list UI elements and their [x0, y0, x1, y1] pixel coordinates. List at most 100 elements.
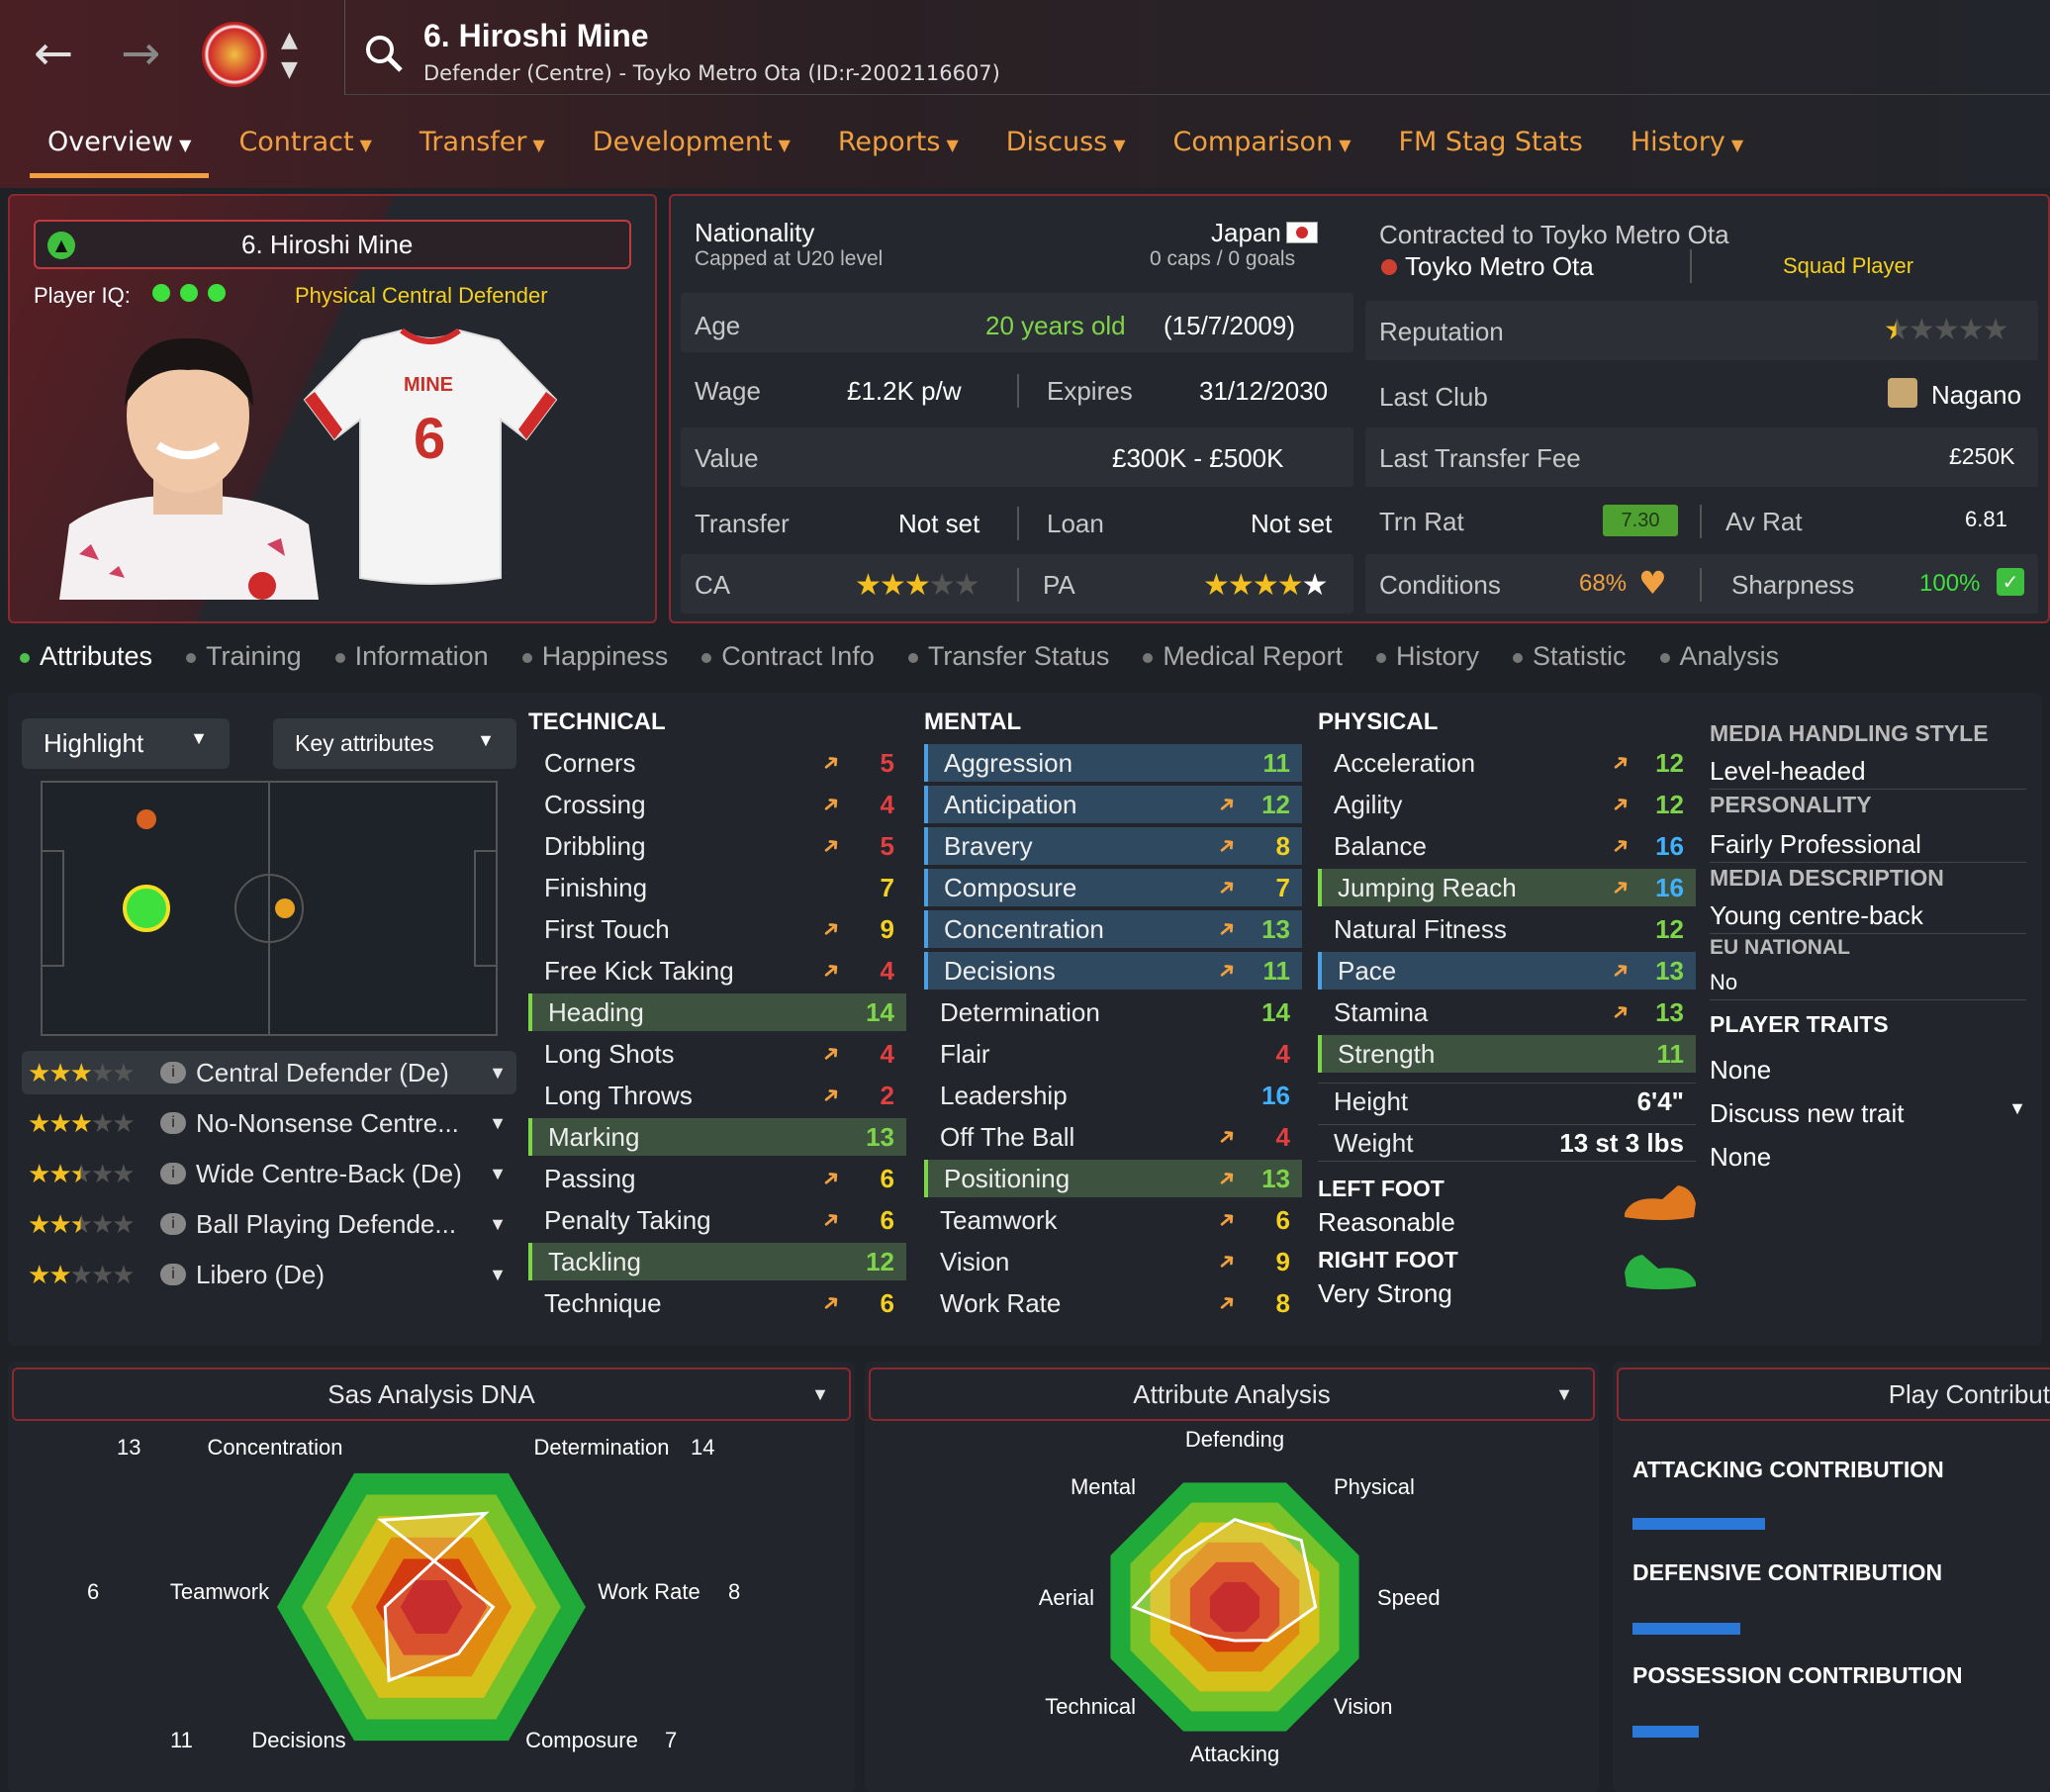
star-empty-icon: ★: [90, 1158, 114, 1188]
attribute-row[interactable]: Corners ➜ 5: [528, 744, 906, 782]
attribute-row[interactable]: Off The Ball ➜ 4: [924, 1118, 1302, 1156]
attribute-name: Jumping Reach: [1338, 872, 1517, 902]
attribute-row[interactable]: Aggression 11: [924, 744, 1302, 782]
attribute-row[interactable]: Tackling 12: [528, 1243, 906, 1280]
divider: [1700, 568, 1702, 602]
info-icon[interactable]: i: [160, 1112, 186, 1134]
last-club-value[interactable]: Nagano: [1931, 380, 2022, 410]
attribute-row[interactable]: Long Shots ➜ 4: [528, 1035, 906, 1073]
dna-radar-chart: 13 Concentration Determination 14 6 Teamwork W…: [87, 1435, 740, 1752]
media-style-label: MEDIA HANDLING STYLE: [1710, 720, 1989, 746]
attribute-row[interactable]: Heading 14: [528, 993, 906, 1031]
contribution-panel-dropdown[interactable]: Play Contribut: [1617, 1368, 2050, 1421]
back-arrow-icon[interactable]: ←: [34, 26, 74, 81]
info-icon[interactable]: i: [160, 1213, 186, 1235]
attribute-name: Balance: [1334, 830, 1427, 861]
chevron-down-icon[interactable]: ▼: [489, 1112, 507, 1133]
tab-discuss[interactable]: Discuss ▼: [1005, 127, 1126, 157]
trend-arrow-icon: ➜: [1211, 1246, 1242, 1277]
position-pitch: [41, 781, 498, 1036]
dna-label-decisions: Decisions: [251, 1728, 345, 1752]
chevron-down-icon[interactable]: ▼: [489, 1213, 507, 1234]
radar-data-polygon: [377, 1511, 496, 1683]
attribute-row[interactable]: Jumping Reach ➜ 16: [1318, 869, 1696, 906]
tab-comparison[interactable]: Comparison ▼: [1172, 127, 1351, 157]
attribute-row[interactable]: Stamina ➜ 13: [1318, 993, 1696, 1031]
chevron-down-icon[interactable]: ▼: [489, 1264, 507, 1284]
pa-label: PA: [1043, 570, 1075, 600]
subtab-attributes[interactable]: Attributes: [20, 641, 152, 672]
tab-history[interactable]: History ▼: [1630, 127, 1744, 157]
attribute-row[interactable]: Flair 4: [924, 1035, 1302, 1073]
attribute-row[interactable]: Free Kick Taking ➜ 4: [528, 952, 906, 990]
tab-reports[interactable]: Reports ▼: [837, 127, 959, 157]
subtab-training[interactable]: Training: [186, 641, 302, 672]
attribute-row[interactable]: Acceleration ➜ 12: [1318, 744, 1696, 782]
forward-arrow-icon[interactable]: →: [121, 26, 161, 81]
subtab-happiness[interactable]: Happiness: [521, 641, 668, 672]
info-icon[interactable]: i: [160, 1163, 186, 1184]
subtab-medical-report[interactable]: Medical Report: [1143, 641, 1343, 672]
attribute-row[interactable]: First Touch ➜ 9: [528, 910, 906, 948]
attribute-row[interactable]: Long Throws ➜ 2: [528, 1077, 906, 1114]
attribute-row[interactable]: Anticipation ➜ 12: [924, 786, 1302, 823]
attribute-row[interactable]: Marking 13: [528, 1118, 906, 1156]
tab-transfer[interactable]: Transfer ▼: [419, 127, 545, 157]
highlight-dropdown[interactable]: Highlight ▼: [22, 718, 230, 769]
info-icon[interactable]: i: [160, 1264, 186, 1285]
attribute-row[interactable]: Technique ➜ 6: [528, 1284, 906, 1322]
attribute-row[interactable]: Finishing 7: [528, 869, 906, 906]
attribute-row[interactable]: Dribbling ➜ 5: [528, 827, 906, 865]
subtab-statistic[interactable]: Statistic: [1513, 641, 1627, 672]
attribute-row[interactable]: Balance ➜ 16: [1318, 827, 1696, 865]
attribute-row[interactable]: Leadership 16: [924, 1077, 1302, 1114]
subtab-analysis[interactable]: Analysis: [1659, 641, 1779, 672]
role-row[interactable]: ★★★★★ i Wide Centre-Back (De) ▼: [22, 1152, 516, 1195]
chevron-down-icon[interactable]: ▼: [489, 1062, 507, 1083]
chevron-down-icon[interactable]: ▼: [489, 1163, 507, 1183]
search-icon[interactable]: [364, 34, 404, 73]
role-row[interactable]: ★★★★★ i Ball Playing Defende... ▼: [22, 1202, 516, 1246]
attribute-row[interactable]: Strength 11: [1318, 1035, 1696, 1073]
attribute-row[interactable]: Decisions ➜ 11: [924, 952, 1302, 990]
subtab-transfer-status[interactable]: Transfer Status: [907, 641, 1109, 672]
discuss-trait-dropdown[interactable]: Discuss new trait ▼: [1710, 1098, 2026, 1128]
attribute-row[interactable]: Natural Fitness 12: [1318, 910, 1696, 948]
attribute-value: 13: [1655, 996, 1684, 1027]
tab-overview[interactable]: Overview ▼: [30, 127, 210, 178]
attribute-row[interactable]: Concentration ➜ 13: [924, 910, 1302, 948]
attribute-row[interactable]: Pace ➜ 13: [1318, 952, 1696, 990]
club-name[interactable]: Toyko Metro Ota: [1405, 251, 1594, 281]
star-full-icon: ★: [48, 1208, 71, 1239]
attribute-row[interactable]: Bravery ➜ 8: [924, 827, 1302, 865]
info-icon[interactable]: i: [160, 1062, 186, 1084]
attribute-row[interactable]: Crossing ➜ 4: [528, 786, 906, 823]
transfer-label: Transfer: [695, 509, 790, 538]
attribute-row[interactable]: Agility ➜ 12: [1318, 786, 1696, 823]
attribute-row[interactable]: Penalty Taking ➜ 6: [528, 1201, 906, 1239]
club-badge-icon[interactable]: [202, 22, 267, 87]
subtab-history[interactable]: History: [1376, 641, 1479, 672]
attribute-row[interactable]: Work Rate ➜ 8: [924, 1284, 1302, 1322]
attribute-row[interactable]: Determination 14: [924, 993, 1302, 1031]
tab-development[interactable]: Development ▼: [592, 127, 791, 157]
key-attributes-dropdown[interactable]: Key attributes ▼: [273, 718, 516, 769]
attribute-row[interactable]: Teamwork ➜ 6: [924, 1201, 1302, 1239]
subtab-contract-info[interactable]: Contract Info: [701, 641, 875, 672]
dna-panel-dropdown[interactable]: Sas Analysis DNA ▼: [12, 1368, 851, 1421]
role-row[interactable]: ★★★★★ i No-Nonsense Centre... ▼: [22, 1101, 516, 1145]
attribute-row[interactable]: Positioning ➜ 13: [924, 1160, 1302, 1197]
role-row[interactable]: ★★★★★ i Central Defender (De) ▼: [22, 1051, 516, 1094]
analysis-panel-dropdown[interactable]: Attribute Analysis ▼: [869, 1368, 1595, 1421]
tab-contract[interactable]: Contract ▼: [238, 127, 372, 157]
subtab-information[interactable]: Information: [334, 641, 489, 672]
attribute-row[interactable]: Vision ➜ 9: [924, 1243, 1302, 1280]
attribute-row[interactable]: Composure ➜ 7: [924, 869, 1302, 906]
attribute-row[interactable]: Passing ➜ 6: [528, 1160, 906, 1197]
discuss-trait-value: None: [1710, 1142, 1772, 1172]
tab-fm-stag-stats[interactable]: FM Stag Stats: [1398, 127, 1583, 157]
player-switch-icon[interactable]: ▲ ▼: [281, 28, 298, 82]
attribute-value: 8: [1275, 830, 1290, 861]
role-row[interactable]: ★★★★★ i Libero (De) ▼: [22, 1253, 516, 1296]
star-empty-icon: ★: [112, 1107, 135, 1138]
